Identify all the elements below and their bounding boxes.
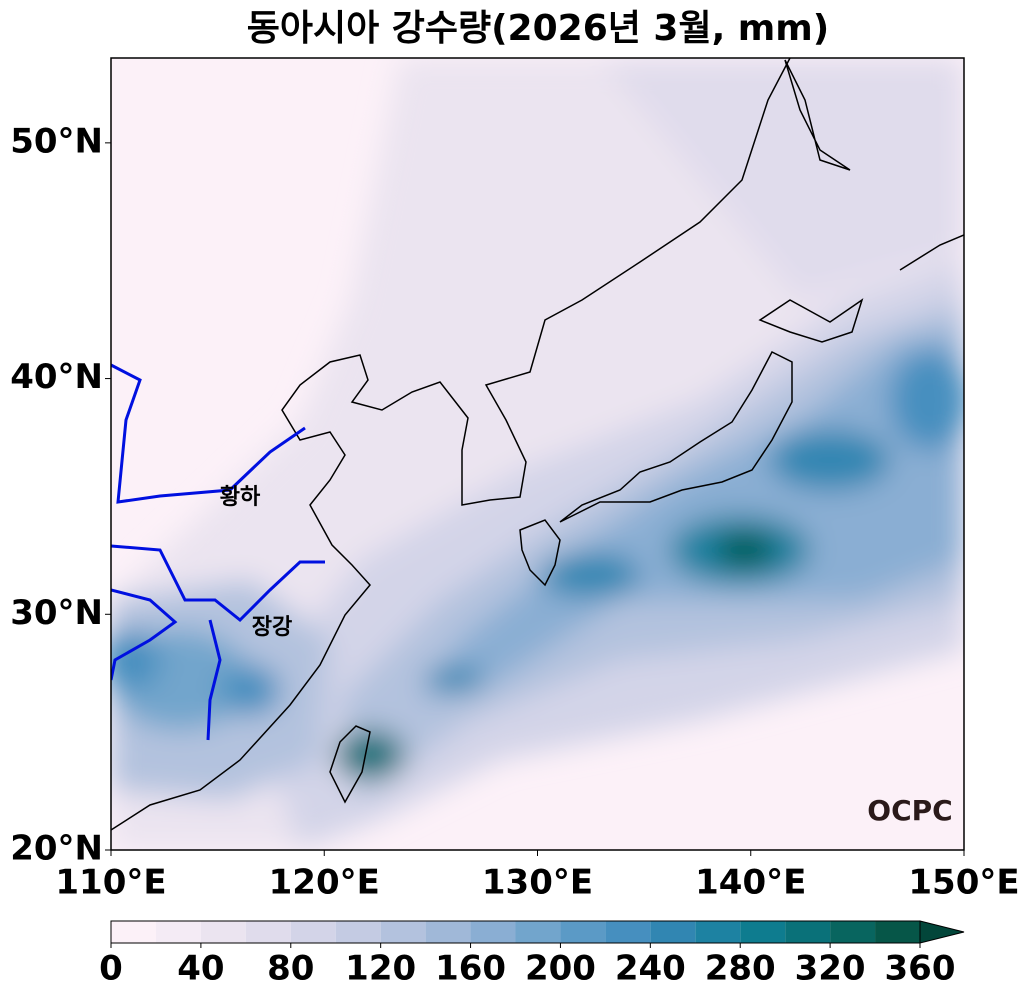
colorbar-bin	[560, 921, 606, 943]
colorbar-bin	[290, 921, 336, 943]
y-tick-label: 30°N	[10, 593, 103, 633]
coastlines	[111, 58, 964, 831]
colorbar-bin	[875, 921, 920, 943]
colorbar-bin	[200, 921, 246, 943]
colorbar-extend	[919, 920, 965, 944]
colorbar-bin	[380, 921, 426, 943]
colorbar-tick-label: 320	[795, 949, 866, 989]
colorbar-frame	[110, 920, 921, 944]
colorbar-bin	[830, 921, 876, 943]
y-tick-label: 40°N	[10, 357, 103, 397]
colorbar-bin	[470, 921, 516, 943]
rivers	[111, 363, 325, 741]
x-tick-label: 120°E	[269, 863, 380, 903]
x-tick-label: 130°E	[482, 863, 593, 903]
x-tick-label: 110°E	[55, 863, 166, 903]
colorbar-bin	[111, 921, 156, 943]
map: 황하 장강 OCPC	[111, 58, 964, 850]
colorbar-bin	[515, 921, 561, 943]
title: 동아시아 강수량(2026년 3월, mm)	[247, 8, 830, 49]
colorbar-bin	[695, 921, 741, 943]
colorbar-bin	[605, 921, 651, 943]
colorbar-bin	[650, 921, 696, 943]
colorbar-tick-label: 160	[435, 949, 506, 989]
colorbar-tick-label: 80	[267, 949, 314, 989]
river-label: 장강	[252, 615, 292, 640]
colorbar-tick-label: 40	[177, 949, 224, 989]
x-tick-label: 150°E	[908, 863, 1019, 903]
colorbar-bin	[425, 921, 471, 943]
precip-field	[111, 58, 964, 850]
colorbar-tick-label: 360	[885, 949, 956, 989]
y-tick-label: 50°N	[10, 121, 103, 161]
y-tick-label: 20°N	[10, 829, 103, 869]
colorbar-bin	[785, 921, 831, 943]
logo: OCPC	[867, 794, 952, 827]
colorbar-bin	[155, 921, 201, 943]
colorbar-tick-label: 280	[705, 949, 776, 989]
colorbar-tick-label: 120	[345, 949, 416, 989]
x-tick-label: 140°E	[695, 863, 806, 903]
colorbar-tick-label: 240	[615, 949, 686, 989]
colorbar-bin	[740, 921, 786, 943]
colorbar-bin	[245, 921, 291, 943]
river-label: 황하	[220, 485, 261, 510]
colorbar-tick-label: 200	[525, 949, 596, 989]
colorbar-bin	[335, 921, 381, 943]
colorbar-tick-label: 0	[99, 949, 123, 989]
